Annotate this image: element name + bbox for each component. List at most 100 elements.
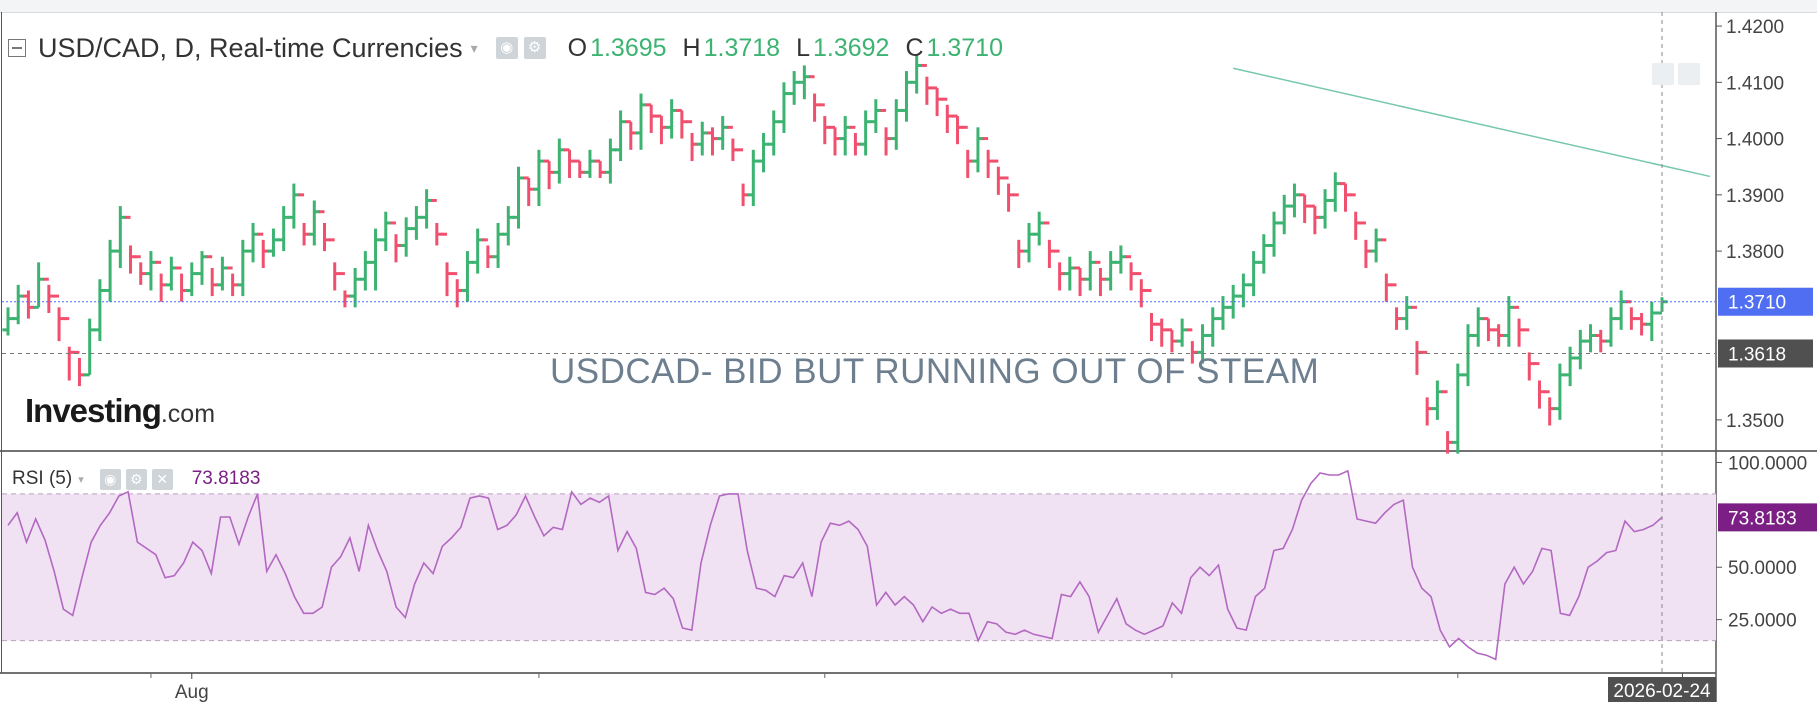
ohlc-bar	[206, 255, 218, 297]
ohlc-bar	[318, 210, 331, 252]
chart-annotation: USDCAD- BID BUT RUNNING OUT OF STEAM	[550, 352, 1320, 391]
ohlc-bar	[257, 232, 269, 268]
ohlc-bar	[676, 108, 688, 139]
rsi-tick-label: 50.0000	[1728, 558, 1797, 579]
crosshair-price-tag: 1.3618	[1718, 339, 1813, 368]
ohlc-bar	[1339, 182, 1352, 212]
ohlc-bar	[288, 183, 300, 229]
rsi-title[interactable]: RSI (5)	[12, 468, 73, 489]
ohlc-bar	[1115, 245, 1127, 274]
open-value: 1.3695	[590, 33, 667, 62]
rsi-legend: RSI (5) ▾ ◉ ⚙ ✕ 73.8183	[12, 466, 260, 492]
ohlc-bar	[962, 125, 974, 178]
top-toolbar-strip	[0, 0, 1817, 12]
ohlc-bar	[757, 132, 770, 173]
ohlc-bar	[1237, 273, 1250, 308]
investing-logo: Investing.com	[25, 392, 215, 430]
ohlc-bar	[727, 125, 739, 162]
ohlc-bar	[1074, 266, 1086, 297]
ohlc-bar	[1268, 211, 1280, 257]
ohlc-bar	[1635, 312, 1648, 336]
ohlc-bar	[196, 251, 208, 285]
date-tag-box	[1608, 677, 1716, 702]
ohlc-bar	[614, 110, 627, 162]
ohlc-bar	[1411, 305, 1423, 375]
rsi-tag-box	[1718, 503, 1817, 532]
ohlc-bar	[2, 307, 14, 336]
ohlc-bar	[73, 350, 86, 387]
high-label: H	[682, 33, 701, 62]
ohlc-bar	[1135, 272, 1147, 308]
scale-buttons	[1652, 63, 1700, 85]
ohlc-bar	[1207, 307, 1219, 347]
ohlc-bar	[1043, 221, 1056, 268]
ohlc-bar	[492, 222, 504, 268]
ohlc-bar	[1013, 193, 1025, 268]
ohlc-bar	[992, 159, 1004, 195]
ohlc-bar	[278, 206, 290, 252]
ohlc-bar	[165, 256, 177, 291]
low-value: 1.3692	[812, 33, 890, 62]
ohlc-bar	[1145, 288, 1158, 342]
rsi-tag-label: 73.8183	[1728, 508, 1797, 529]
ohlc-bar	[982, 137, 994, 178]
ohlc-bar	[1094, 260, 1107, 297]
ohlc-bar	[666, 99, 678, 139]
ohlc-bar	[778, 82, 790, 133]
last-price-tag: 1.3710	[1718, 287, 1813, 316]
ohlc-bar	[1390, 283, 1403, 330]
ohlc-bar	[420, 189, 433, 229]
close-label: C	[905, 33, 924, 62]
ohlc-bar	[1370, 228, 1382, 263]
ohlc-bar	[1646, 301, 1658, 342]
ohlc-bar	[604, 138, 616, 184]
ohlc-bar	[155, 260, 167, 302]
gear-icon[interactable]: ⚙	[125, 468, 147, 490]
ohlc-bar	[1329, 172, 1341, 212]
eye-icon[interactable]: ◉	[99, 468, 121, 490]
symbol-title[interactable]: USD/CAD, D, Real-time Currencies	[38, 32, 463, 63]
ohlc-bar	[441, 232, 453, 297]
ohlc-bar	[53, 294, 65, 342]
ohlc-bar	[1523, 328, 1535, 381]
collapse-legend-button[interactable]	[8, 39, 26, 57]
ohlc-bar	[1084, 251, 1096, 291]
ohlc-bar	[1156, 318, 1168, 347]
ohlc-bar	[12, 284, 24, 325]
ohlc-bar	[625, 120, 637, 150]
price-tag-label: 1.3710	[1728, 293, 1786, 314]
ohlc-bar	[369, 228, 382, 291]
rsi-value-tag: 73.8183	[1718, 503, 1817, 532]
ohlc-bar	[533, 149, 545, 207]
eye-icon[interactable]: ◉	[495, 37, 518, 59]
ohlc-bar	[1125, 255, 1137, 291]
ohlc-bar	[931, 86, 943, 117]
ohlc-bar	[1105, 251, 1117, 291]
low-label: L	[796, 33, 810, 62]
scroll-down-icon[interactable]	[1678, 63, 1700, 85]
ohlc-bar	[1247, 251, 1260, 297]
close-icon[interactable]: ✕	[151, 468, 173, 490]
ohlc-bar	[951, 114, 964, 145]
price-tick-label: 1.3900	[1726, 186, 1784, 207]
ohlc-bar	[1176, 318, 1188, 347]
ohlc-bar	[1452, 363, 1464, 454]
rsi-line	[7, 469, 1663, 661]
chevron-down-icon[interactable]: ▾	[78, 473, 84, 486]
ohlc-bar	[737, 148, 749, 207]
trendline[interactable]	[1233, 67, 1711, 178]
gear-icon[interactable]: ⚙	[523, 37, 546, 59]
ohlc-bar	[1309, 204, 1321, 235]
chart-legend: USD/CAD, D, Real-time Currencies ▾ ◉ ⚙ O…	[8, 30, 1003, 66]
ohlc-bar	[829, 125, 841, 156]
ohlc-bar	[410, 206, 423, 240]
price-tag-label: 1.3618	[1728, 344, 1786, 365]
price-tick-label: 1.4100	[1726, 73, 1784, 94]
chevron-down-icon[interactable]: ▾	[470, 39, 478, 56]
ohlc-bar	[380, 211, 392, 252]
scroll-up-icon[interactable]	[1652, 63, 1674, 85]
ohlc-bar	[1431, 380, 1443, 420]
ohlc-bar	[145, 251, 157, 291]
ohlc-bar	[94, 279, 106, 342]
